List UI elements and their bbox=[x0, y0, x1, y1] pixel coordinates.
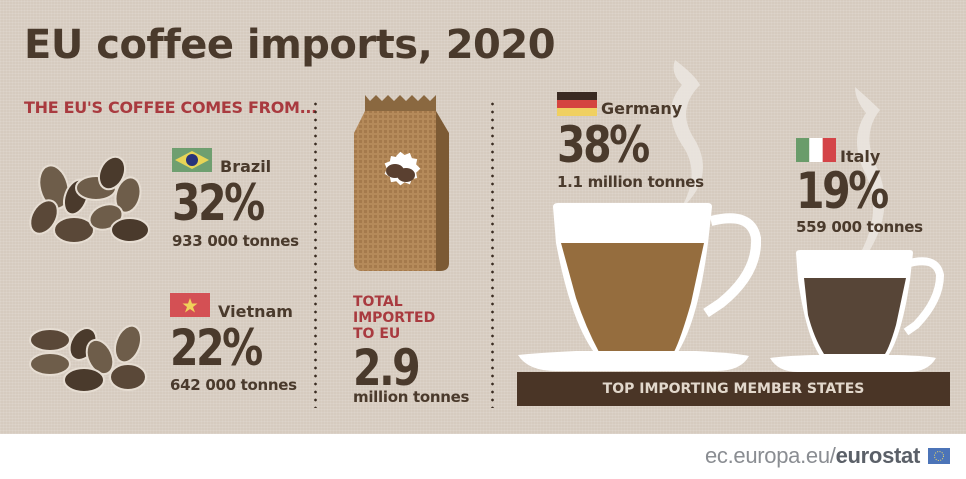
importer-tonnes-italy: 559 000 tonnes bbox=[796, 218, 923, 236]
source-tonnes-vietnam: 642 000 tonnes bbox=[170, 376, 297, 394]
importer-tonnes-germany: 1.1 million tonnes bbox=[557, 173, 704, 191]
divider-left bbox=[314, 100, 317, 408]
coffee-cup-germany-icon bbox=[518, 203, 761, 371]
source-share-vietnam: 22% bbox=[170, 319, 263, 377]
footer-link[interactable]: ec.europa.eu/eurostat bbox=[705, 443, 920, 469]
total-value: 2.9 bbox=[353, 339, 421, 397]
source-share-brazil: 32% bbox=[172, 174, 265, 232]
steam-icon bbox=[671, 60, 703, 210]
coffee-beans-icon bbox=[29, 155, 150, 244]
eu-flag-icon bbox=[928, 448, 950, 464]
coffee-bag-icon bbox=[354, 95, 449, 271]
coffee-beans-icon bbox=[29, 324, 147, 393]
importer-share-italy: 19% bbox=[796, 162, 889, 220]
sources-heading: THE EU'S COFFEE COMES FROM... bbox=[24, 98, 317, 117]
germany-flag-icon bbox=[557, 92, 597, 116]
total-label-line1: TOTAL bbox=[353, 294, 403, 310]
footer-prefix: ec.europa.eu/ bbox=[704, 443, 836, 468]
page-title: EU coffee imports, 2020 bbox=[24, 22, 556, 68]
importer-country-italy: Italy bbox=[840, 147, 881, 166]
total-unit: million tonnes bbox=[353, 388, 470, 406]
top-importers-bar: TOP IMPORTING MEMBER STATES bbox=[517, 372, 950, 406]
divider-right bbox=[491, 100, 494, 408]
total-label-line3: TO EU bbox=[353, 326, 401, 342]
vietnam-flag-icon bbox=[170, 293, 210, 317]
brazil-flag-icon bbox=[172, 148, 212, 172]
footer-brand: eurostat bbox=[835, 443, 921, 468]
total-label: TOTAL IMPORTED TO EU bbox=[353, 294, 435, 342]
infographic-panel bbox=[0, 0, 966, 434]
italy-flag-icon bbox=[796, 138, 836, 162]
total-label-line2: IMPORTED bbox=[353, 310, 436, 326]
steam-icon bbox=[855, 87, 885, 253]
importer-share-germany: 38% bbox=[557, 116, 650, 174]
source-country-vietnam: Vietnam bbox=[218, 302, 293, 321]
source-tonnes-brazil: 933 000 tonnes bbox=[172, 232, 299, 250]
importer-country-germany: Germany bbox=[601, 99, 683, 118]
source-country-brazil: Brazil bbox=[220, 157, 272, 176]
coffee-cup-italy-icon bbox=[770, 250, 945, 372]
